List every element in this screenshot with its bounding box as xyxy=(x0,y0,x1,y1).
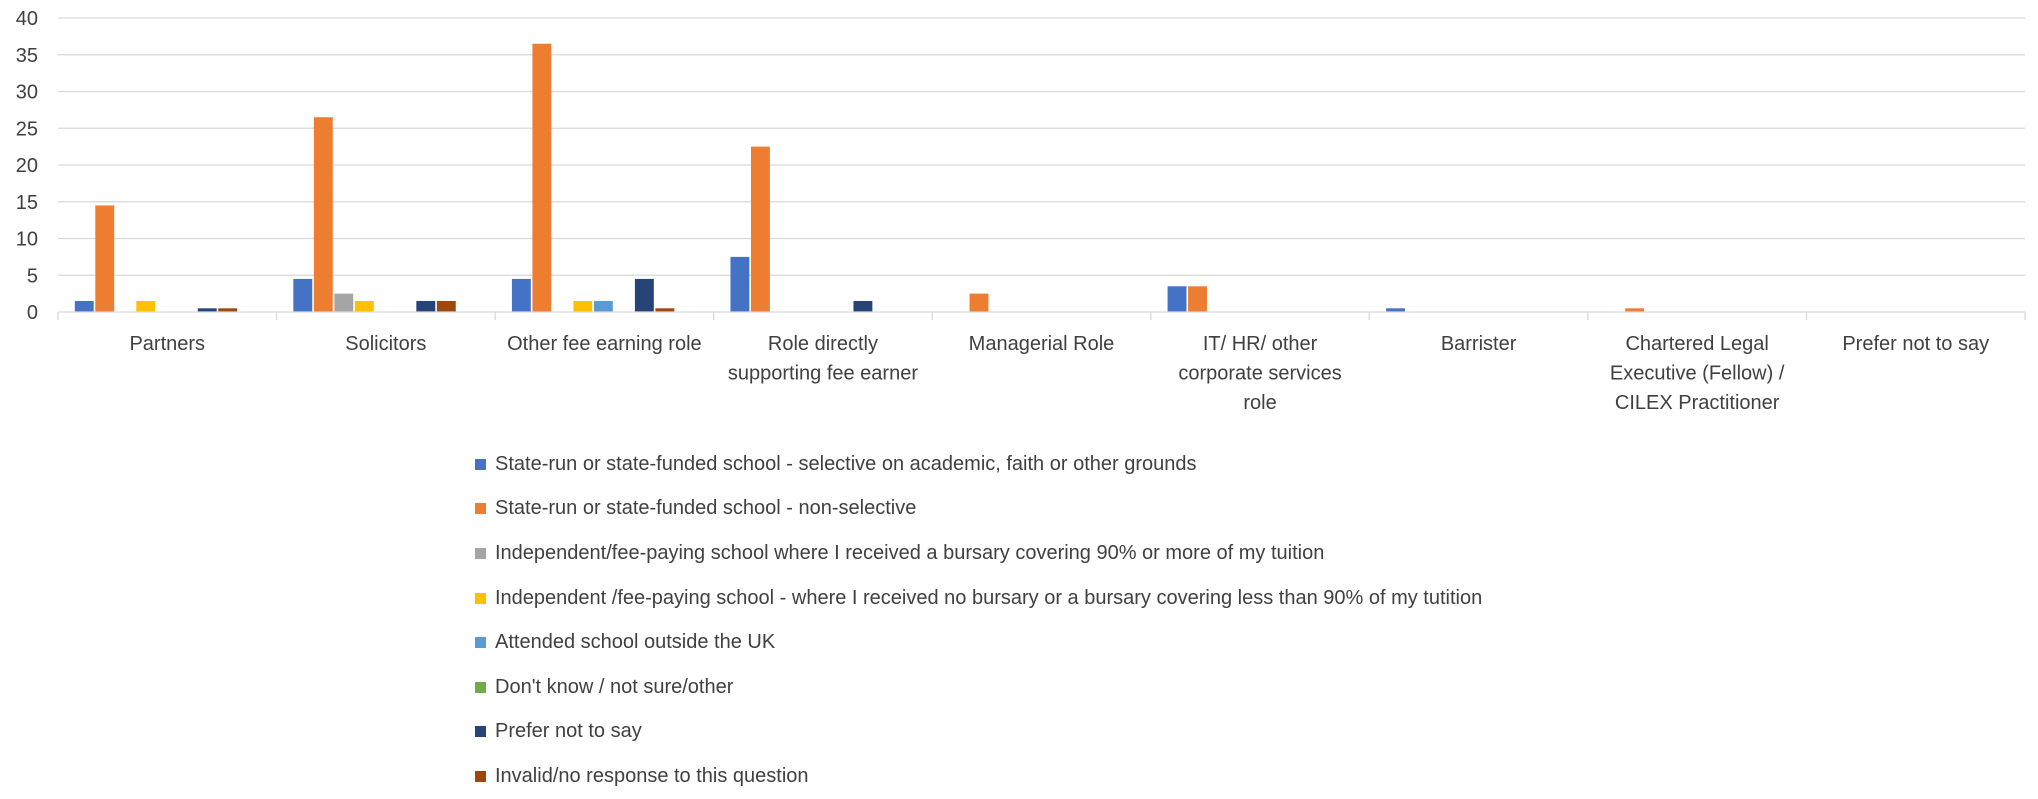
category-label: Other fee earning role xyxy=(507,333,702,355)
bar xyxy=(136,300,156,312)
legend-label: Prefer not to say xyxy=(495,720,642,743)
legend-label: Invalid/no response to this question xyxy=(495,764,809,787)
bar xyxy=(969,293,989,312)
y-tick-label: 35 xyxy=(16,45,38,67)
bar xyxy=(593,300,613,312)
legend-swatch xyxy=(475,503,486,515)
bar xyxy=(74,300,94,312)
legend-item: Invalid/no response to this question xyxy=(475,754,1482,799)
bar xyxy=(853,300,873,312)
bar xyxy=(436,300,456,312)
legend-item: State-run or state-funded school - non-s… xyxy=(475,487,1482,532)
bar xyxy=(354,300,374,312)
category-label: Managerial Role xyxy=(969,333,1115,355)
legend-item: Independent/fee-paying school where I re… xyxy=(475,531,1482,576)
bar xyxy=(334,293,354,312)
legend-label: Independent /fee-paying school - where I… xyxy=(495,586,1483,609)
category-label-line: Prefer not to say xyxy=(1842,333,1989,355)
category-label: Barrister xyxy=(1441,333,1517,355)
bar xyxy=(511,278,531,312)
y-tick-label: 0 xyxy=(27,302,38,324)
legend: State-run or state-funded school - selec… xyxy=(475,442,1482,799)
bar xyxy=(730,256,750,312)
category-label-line: Other fee earning role xyxy=(507,333,702,355)
x-axis xyxy=(57,311,2026,320)
legend-swatch xyxy=(475,681,486,693)
legend-label: Independent/fee-paying school where I re… xyxy=(495,541,1325,564)
legend-swatch xyxy=(475,637,486,649)
legend-label: Don't know / not sure/other xyxy=(495,675,734,698)
category-label: Role directly supporting fee earner xyxy=(728,333,918,385)
bar xyxy=(573,300,593,312)
legend-swatch xyxy=(475,547,486,559)
bar xyxy=(750,146,770,312)
bar xyxy=(532,43,552,312)
legend-swatch xyxy=(475,458,486,470)
legend-label: State-run or state-funded school - non-s… xyxy=(495,497,917,520)
category-label-line: Barrister xyxy=(1441,333,1517,355)
category-label-line: corporate services xyxy=(1178,363,1341,385)
category-label-line: CILEX Practitioner xyxy=(1615,392,1780,414)
bar xyxy=(293,278,313,312)
legend-swatch xyxy=(475,726,486,738)
y-tick-label: 30 xyxy=(16,82,38,104)
legend-item: State-run or state-funded school - selec… xyxy=(475,442,1482,487)
legend-label: Attended school outside the UK xyxy=(495,631,776,654)
legend-item: Don't know / not sure/other xyxy=(475,665,1482,710)
legend-swatch xyxy=(475,770,486,782)
category-label-line: Solicitors xyxy=(345,333,426,355)
category-label-line: role xyxy=(1243,392,1276,414)
bar xyxy=(197,308,217,312)
y-tick-label: 10 xyxy=(16,229,38,251)
bar xyxy=(634,278,654,312)
bars xyxy=(74,43,1645,312)
bar xyxy=(1167,286,1187,312)
legend-item: Prefer not to say xyxy=(475,710,1482,755)
y-tick-label: 15 xyxy=(16,192,38,214)
category-label: Prefer not to say xyxy=(1842,333,1989,355)
bar xyxy=(218,308,238,312)
category-label: Solicitors xyxy=(345,333,426,355)
bar xyxy=(416,300,436,312)
category-label: Partners xyxy=(129,333,205,355)
bar xyxy=(313,117,333,312)
legend-item: Attended school outside the UK xyxy=(475,620,1482,665)
bar-chart: 0 5 10 15 20 25 30 35 40 Partners Solicitors Other… xyxy=(16,8,2026,414)
y-tick-label: 20 xyxy=(16,155,38,177)
category-label: Chartered Legal Executive (Fellow) / CILEX… xyxy=(1610,333,1785,414)
y-axis-tick-labels: 0 5 10 15 20 25 30 35 40 xyxy=(16,8,38,324)
category-label-line: Role directly xyxy=(768,333,878,355)
legend-item: Independent /fee-paying school - where I… xyxy=(475,576,1482,621)
bar xyxy=(1625,308,1645,312)
category-label-line: IT/ HR/ other xyxy=(1203,333,1318,355)
category-label-line: Managerial Role xyxy=(969,333,1115,355)
category-label-line: Chartered Legal xyxy=(1625,333,1768,355)
category-label-line: Partners xyxy=(129,333,205,355)
category-label: IT/ HR/ other corporate services role xyxy=(1178,333,1341,414)
bar xyxy=(1188,286,1207,312)
category-label-line: Executive (Fellow) / xyxy=(1610,363,1785,385)
legend-label: State-run or state-funded school - selec… xyxy=(495,452,1197,475)
bar xyxy=(95,205,115,312)
gridlines xyxy=(58,17,2025,276)
y-tick-label: 5 xyxy=(27,265,38,287)
category-label-line: supporting fee earner xyxy=(728,363,918,385)
category-labels: Partners Solicitors Other fee earning role… xyxy=(129,333,1989,414)
y-tick-label: 40 xyxy=(16,8,38,30)
bar xyxy=(1386,308,1406,312)
bar xyxy=(655,308,675,312)
y-tick-label: 25 xyxy=(16,118,38,140)
legend-swatch xyxy=(475,592,486,604)
